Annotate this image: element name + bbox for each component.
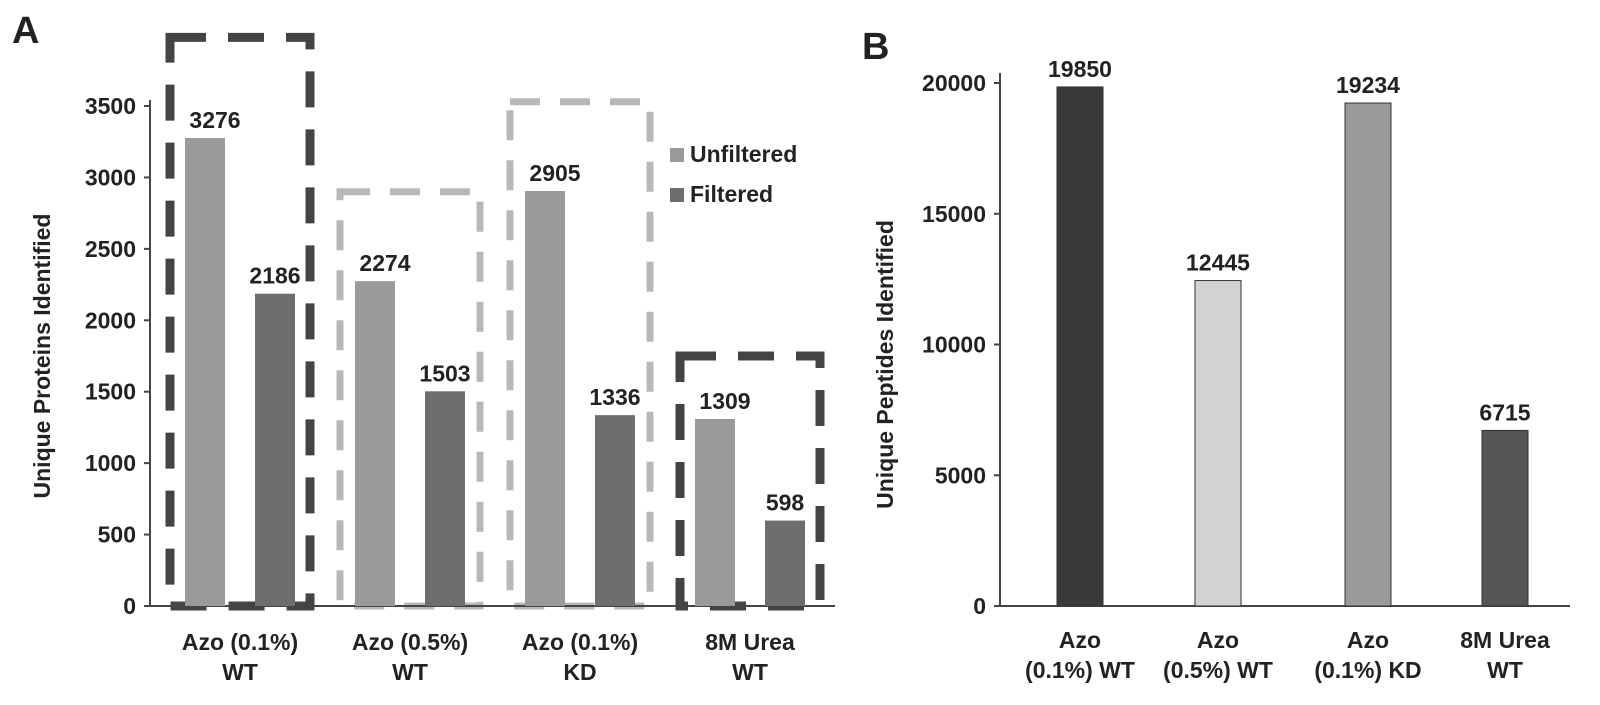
bar-filtered: [765, 520, 805, 606]
data-label: 19850: [1048, 56, 1112, 82]
panel-label-b: B: [862, 26, 890, 68]
y-axis-title: Unique Proteins Identified: [29, 214, 55, 499]
y-tick-label: 20000: [922, 70, 986, 96]
x-tick-label: WT: [222, 659, 258, 685]
bar: [1481, 429, 1529, 607]
x-tick-label: KD: [563, 659, 596, 685]
bar: [1194, 280, 1242, 607]
bar-unfiltered: [355, 281, 395, 606]
y-tick-label: 0: [973, 593, 986, 619]
data-label: 1309: [699, 388, 750, 414]
data-label: 3276: [189, 107, 240, 133]
bar-unfiltered: [695, 419, 735, 606]
legend-label: Filtered: [690, 181, 773, 207]
data-label: 12445: [1186, 250, 1250, 276]
x-tick-label: Azo: [1197, 627, 1239, 653]
x-tick-label: Azo (0.1%): [182, 629, 298, 655]
y-tick-label: 5000: [935, 462, 986, 488]
y-tick-label: 500: [98, 522, 136, 548]
x-tick-label: 8M Urea: [1460, 627, 1550, 653]
y-tick-label: 3000: [85, 164, 136, 190]
chart-a: 0 500 1000 1500 2000 2500 3000 3500 Unique Prote…: [29, 32, 835, 685]
x-tick-label: Azo (0.5%): [352, 629, 468, 655]
legend-swatch: [670, 188, 684, 202]
bar-filtered: [255, 293, 295, 606]
data-label: 1336: [589, 384, 640, 410]
y-tick-label: 2000: [85, 307, 136, 333]
data-label: 6715: [1479, 399, 1530, 425]
x-tick-label: Azo: [1347, 627, 1389, 653]
x-tick-label: WT: [732, 659, 768, 685]
data-label: 1503: [419, 360, 470, 386]
legend-label: Unfiltered: [690, 141, 797, 167]
data-label: 2186: [249, 263, 300, 289]
data-label: 2905: [529, 160, 580, 186]
y-tick-label: 0: [123, 593, 136, 619]
highlight-box: [675, 351, 825, 611]
bar: [1056, 86, 1104, 607]
y-tick-label: 1000: [85, 450, 136, 476]
bar-unfiltered: [525, 191, 565, 606]
y-tick-label: 2500: [85, 236, 136, 262]
y-tick-label: 3500: [85, 93, 136, 119]
x-tick-label: (0.1%) WT: [1025, 657, 1135, 683]
data-label: 19234: [1336, 72, 1400, 98]
x-tick-label: Azo (0.1%): [522, 629, 638, 655]
data-label: 598: [766, 490, 805, 516]
y-axis-title: Unique Peptides Identified: [872, 220, 898, 509]
bar-filtered: [595, 415, 635, 606]
panel-label-a: A: [12, 10, 40, 52]
x-tick-label: Azo: [1059, 627, 1101, 653]
x-tick-label: WT: [1487, 657, 1523, 683]
chart-b: 0 5000 10000 15000 20000 Unique Peptides Iden…: [872, 56, 1570, 683]
y-tick-label: 1500: [85, 379, 136, 405]
data-label: 2274: [359, 250, 410, 276]
x-tick-label: (0.1%) KD: [1314, 657, 1421, 683]
bar-filtered: [425, 391, 465, 606]
x-tick-label: 8M Urea: [705, 629, 795, 655]
bar: [1344, 102, 1392, 607]
bar-unfiltered: [185, 138, 225, 606]
y-tick-label: 15000: [922, 201, 986, 227]
x-tick-label: (0.5%) WT: [1163, 657, 1273, 683]
y-tick-label: 10000: [922, 332, 986, 358]
x-tick-label: WT: [392, 659, 428, 685]
legend-swatch: [670, 148, 684, 162]
